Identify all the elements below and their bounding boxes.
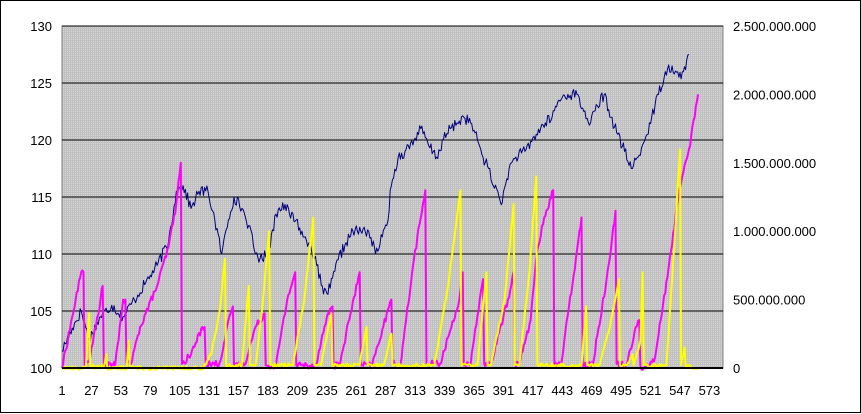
y-right-tick-label: 500.000.000 [733, 293, 805, 308]
x-tick-label: 131 [198, 383, 220, 398]
x-tick-label: 547 [669, 383, 691, 398]
y-left-tick-label: 120 [30, 133, 52, 148]
y-right-tick-label: 2.000.000.000 [733, 87, 816, 102]
x-tick-label: 183 [257, 383, 279, 398]
x-tick-label: 495 [610, 383, 632, 398]
x-tick-label: 443 [551, 383, 573, 398]
y-right-tick-label: 2.500.000.000 [733, 19, 816, 34]
x-tick-label: 521 [640, 383, 662, 398]
x-tick-label: 209 [287, 383, 309, 398]
x-tick-label: 417 [522, 383, 544, 398]
x-tick-label: 339 [434, 383, 456, 398]
y-left-tick-label: 100 [30, 361, 52, 376]
x-tick-label: 105 [169, 383, 191, 398]
x-tick-label: 313 [404, 383, 426, 398]
x-tick-label: 469 [581, 383, 603, 398]
x-tick-label: 79 [143, 383, 157, 398]
y-right-tick-label: 1.500.000.000 [733, 156, 816, 171]
y-left-tick-label: 125 [30, 76, 52, 91]
y-left-tick-label: 110 [31, 247, 52, 262]
y-left-tick-label: 130 [30, 19, 52, 34]
x-tick-label: 1 [58, 383, 65, 398]
y-left-tick-label: 115 [31, 190, 52, 205]
x-tick-label: 157 [228, 383, 250, 398]
y-left-tick-label: 105 [30, 304, 52, 319]
x-tick-label: 235 [316, 383, 338, 398]
x-tick-label: 573 [699, 383, 721, 398]
y-right-tick-label: 0 [733, 361, 740, 376]
x-tick-label: 365 [463, 383, 485, 398]
x-tick-label: 287 [375, 383, 397, 398]
y-right-tick-label: 1.000.000.000 [733, 224, 816, 239]
series-line [61, 54, 690, 352]
x-tick-label: 53 [114, 383, 128, 398]
x-tick-label: 261 [345, 383, 367, 398]
x-tick-label: 391 [493, 383, 515, 398]
x-tick-label: 27 [84, 383, 98, 398]
